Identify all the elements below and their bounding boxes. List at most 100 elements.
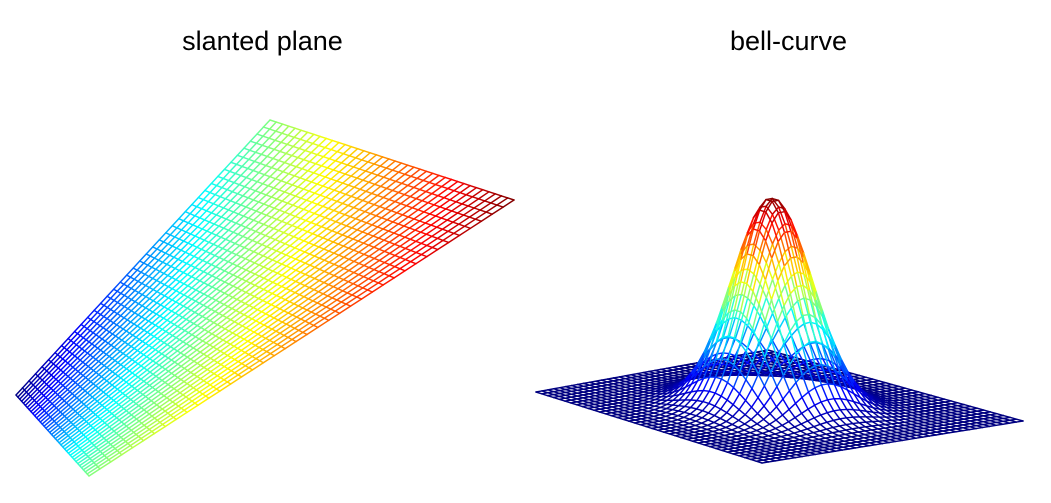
surface-mesh-line bbox=[94, 338, 103, 347]
surface-mesh-line bbox=[229, 311, 241, 321]
surface-mesh-line bbox=[227, 298, 238, 308]
surface-mesh-line bbox=[363, 253, 370, 258]
surface-mesh-line bbox=[105, 322, 115, 331]
surface-mesh-line bbox=[771, 297, 780, 315]
surface-mesh-line bbox=[215, 227, 225, 236]
surface-mesh-line bbox=[120, 356, 130, 366]
surface-mesh-line bbox=[399, 267, 406, 272]
surface-mesh-line bbox=[294, 247, 301, 251]
surface-mesh-line bbox=[67, 355, 76, 364]
surface-mesh-line bbox=[326, 288, 339, 297]
surface-mesh-line bbox=[170, 258, 179, 268]
surface-mesh-line bbox=[335, 213, 346, 223]
surface-mesh-line bbox=[99, 317, 108, 327]
surface-mesh-line bbox=[378, 248, 386, 253]
surface-mesh-line bbox=[285, 247, 296, 256]
surface-mesh-line bbox=[111, 377, 122, 386]
surface-mesh-line bbox=[382, 169, 394, 178]
surface-mesh-line bbox=[349, 298, 363, 307]
surface-mesh-line bbox=[678, 386, 687, 396]
surface-mesh-line bbox=[263, 196, 273, 205]
surface-mesh-line bbox=[358, 161, 369, 170]
surface-mesh-line bbox=[156, 283, 166, 293]
surface-mesh-line bbox=[285, 152, 293, 157]
surface-mesh-line bbox=[124, 387, 136, 397]
surface-mesh-line bbox=[185, 336, 197, 345]
surface-mesh-line bbox=[210, 182, 218, 187]
surface-mesh-line bbox=[262, 126, 271, 130]
surface-mesh-line bbox=[305, 140, 314, 145]
surface-mesh-line bbox=[376, 194, 385, 199]
surface-mesh-line bbox=[397, 171, 406, 175]
surface-mesh-line bbox=[208, 390, 221, 399]
surface-mesh-line bbox=[690, 371, 699, 385]
surface-mesh-line bbox=[95, 378, 105, 387]
surface-mesh-line bbox=[331, 290, 344, 299]
surface-mesh-line bbox=[326, 160, 337, 169]
surface-mesh-line bbox=[853, 386, 862, 399]
surface-mesh-line bbox=[353, 179, 364, 188]
surface-mesh-line bbox=[202, 263, 213, 273]
surface-mesh-line bbox=[167, 278, 177, 288]
surface-mesh-line bbox=[282, 224, 293, 234]
surface-mesh-line bbox=[162, 254, 171, 263]
surface-mesh-line bbox=[232, 231, 239, 236]
surface-mesh-line bbox=[212, 236, 222, 246]
surface-mesh-line bbox=[194, 270, 205, 280]
surface-mesh-line bbox=[235, 253, 242, 258]
surface-mesh-line bbox=[383, 265, 396, 275]
surface-mesh-line bbox=[690, 365, 699, 379]
surface-mesh-line bbox=[94, 391, 105, 400]
surface-mesh-line bbox=[277, 229, 285, 234]
surface-mesh-line bbox=[208, 234, 218, 243]
surface-mesh-line bbox=[131, 351, 142, 361]
surface-mesh-line bbox=[303, 240, 310, 244]
surface-mesh-line bbox=[193, 255, 200, 260]
surface-mesh-line bbox=[354, 150, 365, 159]
surface-mesh-line bbox=[248, 241, 258, 251]
surface-mesh-line bbox=[71, 346, 80, 355]
surface-mesh-line bbox=[292, 197, 302, 206]
surface-mesh-line bbox=[22, 395, 32, 405]
surface-mesh-line bbox=[305, 133, 315, 143]
surface-mesh-line bbox=[164, 245, 174, 254]
surface-mesh-line bbox=[324, 139, 334, 149]
surface-mesh-line bbox=[341, 283, 354, 292]
surface-mesh-line bbox=[209, 191, 216, 196]
surface-mesh-line bbox=[190, 364, 202, 374]
surface-mesh-line bbox=[224, 231, 235, 241]
surface-mesh-line bbox=[431, 246, 439, 251]
surface-mesh-line bbox=[369, 212, 377, 217]
surface-mesh-line bbox=[254, 277, 265, 286]
surface-mesh-line bbox=[715, 307, 724, 331]
surface-mesh-line bbox=[304, 262, 311, 266]
surface-mesh-line bbox=[214, 254, 221, 259]
surface-mesh-line bbox=[252, 169, 260, 174]
surface-mesh-line bbox=[194, 293, 205, 302]
surface-mesh-line bbox=[327, 232, 338, 241]
surface-mesh-line bbox=[236, 258, 247, 267]
surface-mesh-line bbox=[223, 285, 234, 294]
surface-mesh-line bbox=[175, 247, 182, 251]
surface-mesh-line bbox=[347, 236, 354, 240]
surface-mesh-line bbox=[352, 238, 359, 242]
surface-mesh-line bbox=[186, 404, 199, 414]
surface-mesh-line bbox=[65, 395, 76, 404]
surface-mesh-line bbox=[90, 373, 100, 383]
surface-mesh-line bbox=[274, 298, 287, 308]
surface-mesh-line bbox=[125, 418, 138, 427]
surface-mesh-line bbox=[269, 345, 282, 355]
surface-mesh-line bbox=[282, 231, 290, 236]
surface-mesh-line bbox=[358, 244, 370, 253]
surface-mesh-line bbox=[1015, 420, 1024, 423]
surface-mesh-line bbox=[153, 328, 164, 338]
surface-mesh-line bbox=[281, 132, 289, 136]
surface-mesh-line bbox=[398, 227, 411, 236]
surface-mesh-line bbox=[264, 330, 277, 340]
surface-mesh-line bbox=[299, 138, 308, 143]
surface-mesh-line bbox=[220, 236, 227, 241]
surface-mesh-line bbox=[462, 214, 471, 218]
surface-mesh-line bbox=[37, 368, 46, 377]
surface-mesh-line bbox=[232, 289, 243, 299]
surface-mesh-line bbox=[302, 208, 310, 213]
